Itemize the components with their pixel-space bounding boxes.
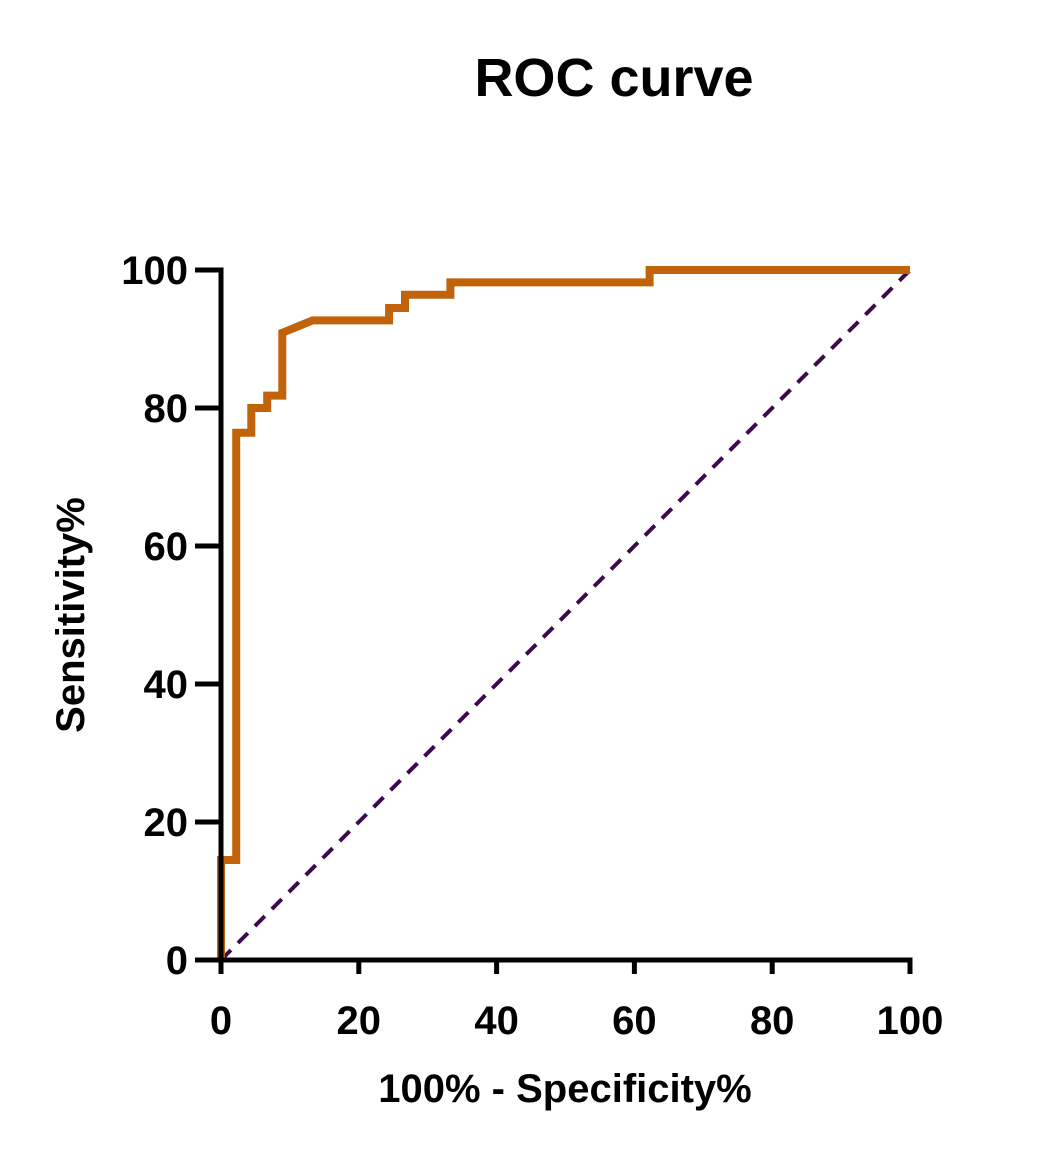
- chart-title: ROC curve: [474, 48, 753, 108]
- x-tick-label: 0: [210, 999, 232, 1043]
- x-axis-label: 100% - Specificity%: [378, 1067, 752, 1111]
- y-tick-label: 20: [144, 801, 189, 845]
- y-tick-label: 80: [144, 387, 189, 431]
- x-ticks: 0 20 40 60 80 100: [210, 960, 944, 1043]
- y-tick-label: 100: [121, 249, 188, 293]
- x-tick-label: 60: [612, 999, 657, 1043]
- x-tick-label: 40: [474, 999, 519, 1043]
- y-tick-label: 0: [166, 939, 188, 983]
- y-axis-label: Sensitivity%: [49, 497, 93, 733]
- axes: [218, 267, 913, 963]
- y-tick-label: 60: [144, 525, 189, 569]
- roc-curve-line: [217, 266, 910, 960]
- reference-diagonal-line: [219, 268, 912, 962]
- x-tick-label: 100: [877, 999, 944, 1043]
- y-ticks: 0 20 40 60 80 100: [121, 249, 221, 983]
- x-tick-label: 20: [337, 999, 382, 1043]
- x-tick-label: 80: [750, 999, 795, 1043]
- y-tick-label: 40: [144, 663, 189, 707]
- series-layer: [217, 266, 912, 962]
